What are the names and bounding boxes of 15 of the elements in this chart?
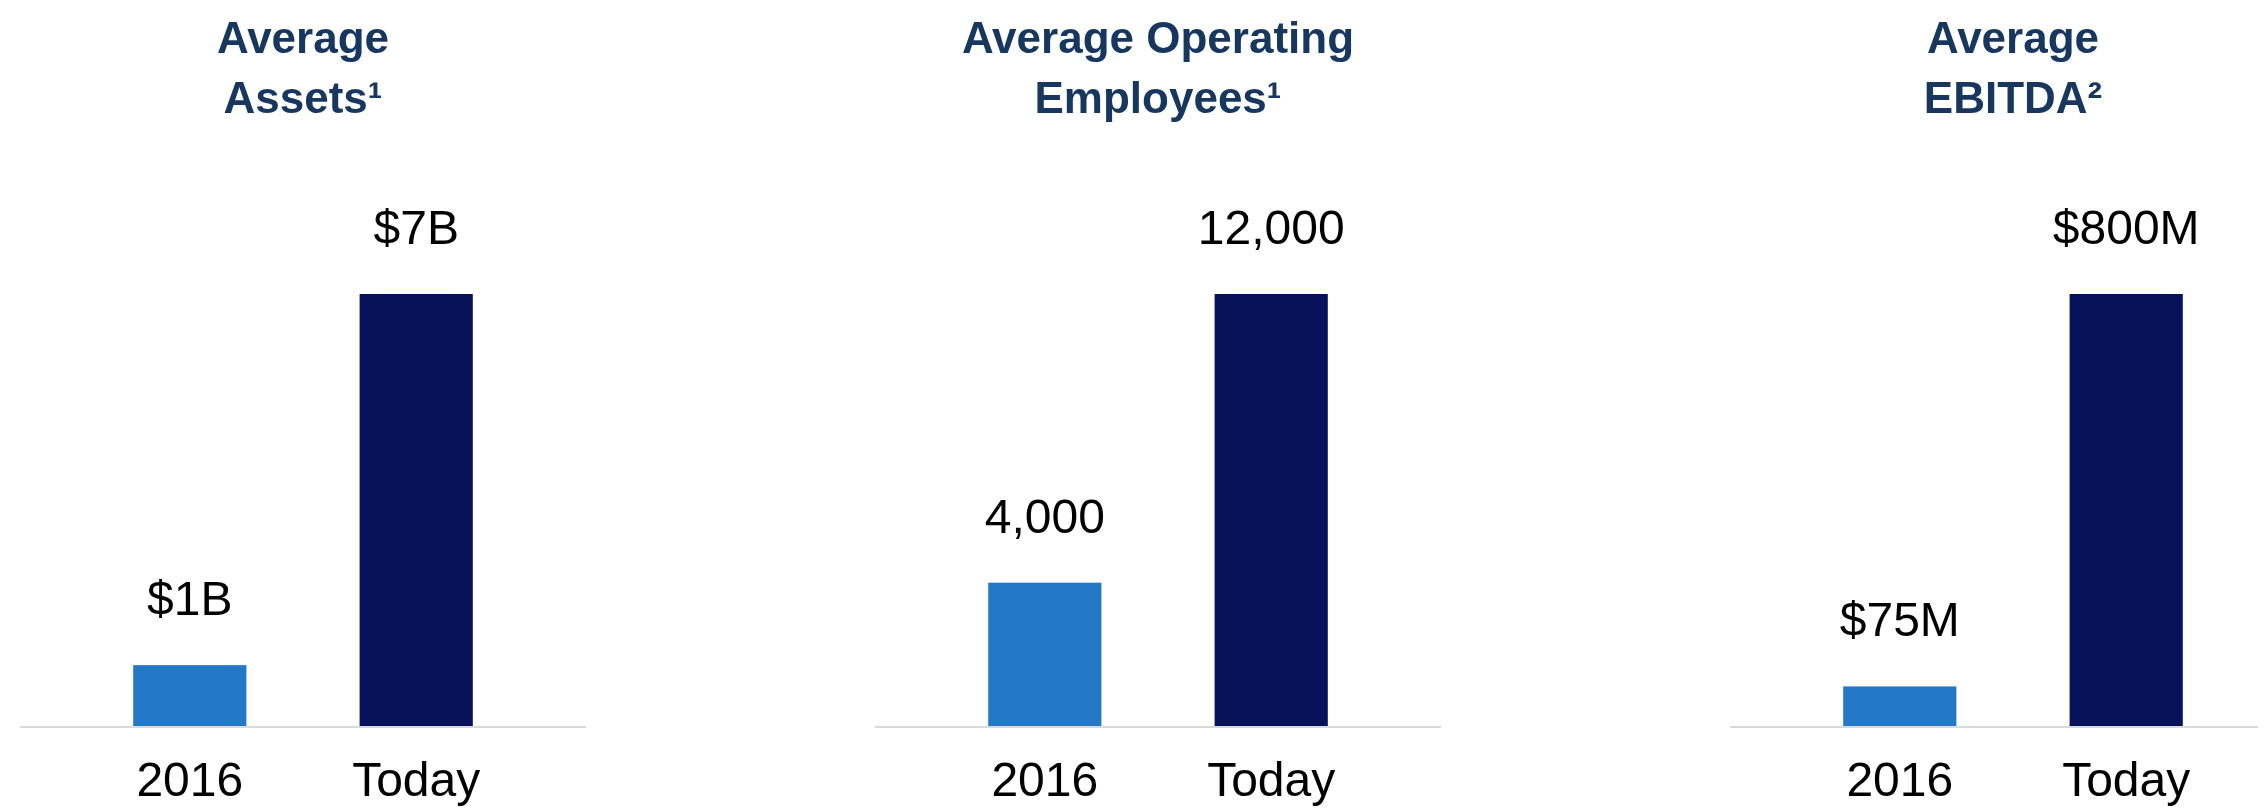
- x-tick-label: 2016: [136, 753, 244, 806]
- x-tick-label: Today: [1207, 753, 1336, 806]
- data-label: 4,000: [984, 489, 1105, 543]
- chart-title: Average Operating Employees¹: [961, 13, 1355, 122]
- data-label: $1B: [147, 572, 233, 626]
- data-label: $7B: [373, 201, 459, 254]
- chart-title: Average EBITDA²: [1923, 13, 2103, 122]
- data-label: $800M: [2052, 201, 2200, 254]
- data-label: $75M: [1839, 593, 1960, 647]
- x-tick-label: 2016: [991, 753, 1099, 806]
- x-tick-label: Today: [352, 753, 481, 806]
- x-tick-label: Today: [2062, 753, 2191, 806]
- x-tick-label: 2016: [1846, 753, 1954, 806]
- chart-title: Average Assets¹: [216, 13, 390, 122]
- data-label: 12,000: [1197, 201, 1345, 254]
